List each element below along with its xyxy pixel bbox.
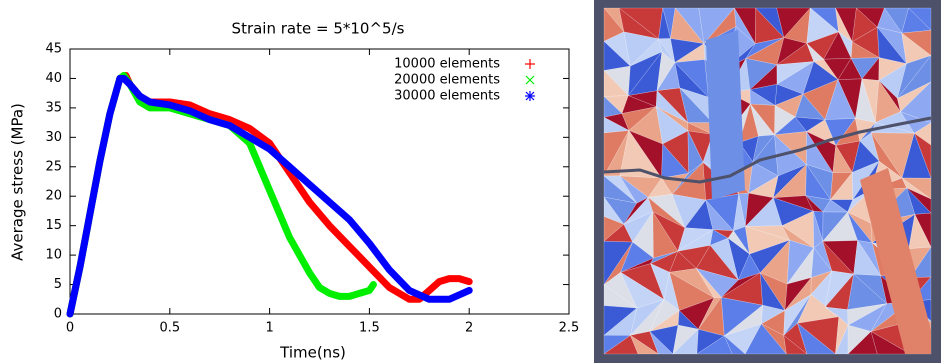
legend-marker bbox=[525, 91, 535, 101]
y-tick-label: 40 bbox=[45, 71, 62, 86]
series-line bbox=[70, 76, 373, 315]
y-tick-label: 20 bbox=[45, 189, 62, 204]
x-tick-label: 0 bbox=[66, 321, 74, 336]
plot-area: 0 0.5 1 1.5 2 2.5 0 5 10 15 20 25 30 35 40 45 10000 elem… bbox=[45, 42, 579, 336]
y-tick-label: 45 bbox=[45, 42, 62, 57]
legend-marker bbox=[525, 59, 535, 69]
grain-image bbox=[594, 0, 941, 363]
x-tick-label: 1.5 bbox=[359, 321, 380, 336]
chart-title: Strain rate = 5*10^5/s bbox=[232, 20, 405, 38]
legend-label: 10000 elements bbox=[394, 57, 500, 72]
x-tick-label: 2.5 bbox=[559, 321, 580, 336]
legend-label: 20000 elements bbox=[394, 73, 500, 88]
y-axis-label: Average stress (MPa) bbox=[9, 103, 27, 261]
y-tick-label: 25 bbox=[45, 159, 62, 174]
y-tick-label: 30 bbox=[45, 130, 62, 145]
x-tick-label: 0.5 bbox=[159, 321, 180, 336]
x-tick-label: 2 bbox=[465, 321, 473, 336]
x-tick-label: 1 bbox=[265, 321, 273, 336]
legend-marker bbox=[526, 76, 534, 84]
y-tick-label: 5 bbox=[54, 277, 62, 292]
y-tick-label: 0 bbox=[54, 307, 62, 322]
figure: Strain rate = 5*10^5/s Time(ns) Average … bbox=[0, 0, 941, 363]
x-axis-label: Time(ns) bbox=[279, 344, 346, 362]
legend-label: 30000 elements bbox=[394, 89, 500, 104]
y-tick-label: 15 bbox=[45, 218, 62, 233]
y-tick-label: 10 bbox=[45, 248, 62, 263]
y-tick-label: 35 bbox=[45, 100, 62, 115]
